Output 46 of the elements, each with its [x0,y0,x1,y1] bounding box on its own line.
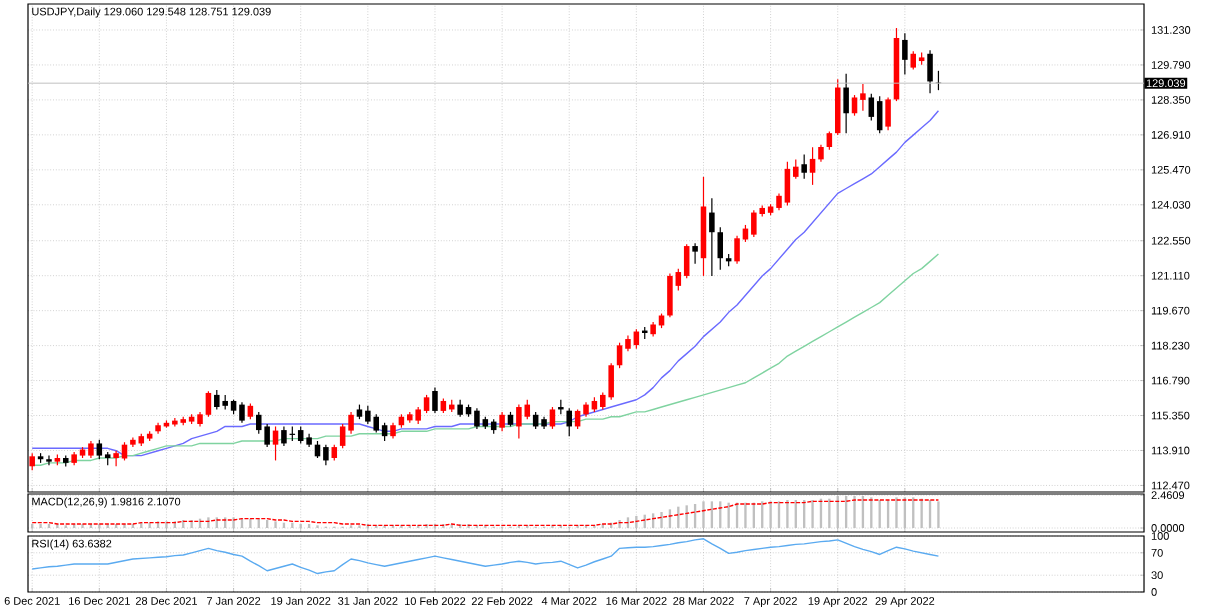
candlestick [843,73,849,134]
candlestick [549,406,556,430]
candlestick [927,49,933,94]
candlestick [121,441,128,462]
candlestick [432,387,438,414]
candlestick [365,405,371,425]
candlestick [264,423,270,448]
candlestick [667,272,673,318]
candlestick [809,146,816,186]
candlestick [608,362,614,401]
candlestick [885,96,891,131]
candlestick [516,404,522,440]
candlestick [46,454,52,466]
candlestick [910,50,917,71]
candlestick [474,407,480,430]
candlestick [692,242,698,265]
candlestick [902,32,908,76]
candlestick [423,394,430,414]
candlestick [381,422,388,442]
candlestick [96,439,103,460]
candlestick [272,425,279,462]
candlestick [524,399,531,420]
candlestick [709,197,715,277]
candlestick [826,130,833,151]
candlestick [734,235,740,265]
candlestick [851,94,858,117]
candlestick [214,389,220,411]
candlestick [373,413,379,434]
candlestick [834,78,841,136]
candlestick [113,450,119,467]
candlestick [717,226,724,271]
candlestick [751,209,757,238]
candlestick [868,93,875,122]
candlestick [683,243,690,279]
candlestick [499,411,505,432]
candlestick [876,95,883,134]
candlestick [205,390,212,418]
candlestick [566,407,572,437]
candlestick [239,401,245,424]
candlestick [323,444,329,466]
candlestick [616,342,623,369]
candlestick [281,425,287,447]
candlestick [339,423,346,449]
candlestick [860,83,866,112]
candlestick [784,161,791,207]
candlestick [801,153,807,180]
